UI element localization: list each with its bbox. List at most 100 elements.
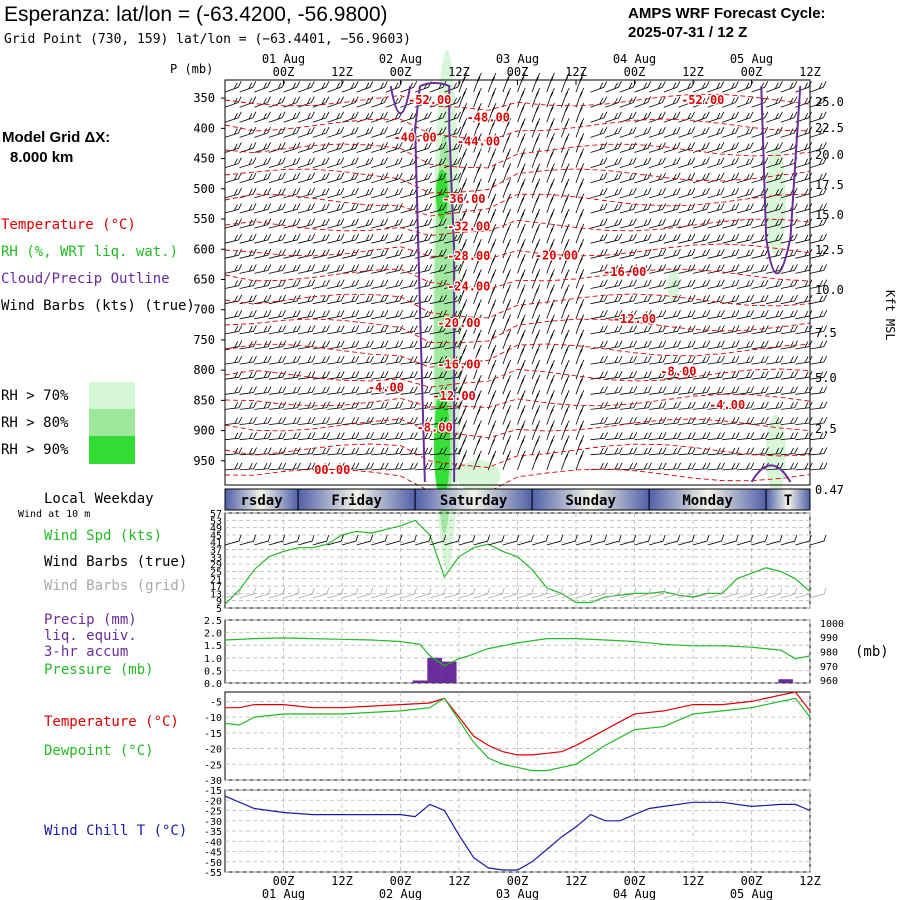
windchill-panel-ytick-label: -15 [204,786,222,797]
wind-barb [546,239,555,259]
p-tick-label: 950 [193,454,215,468]
p-tick-label: 750 [193,333,215,347]
precip-panel-ytick-label: 1.5 [204,641,222,652]
wind-barb [766,416,784,425]
wind-barb [239,447,257,456]
wind-barb [780,447,799,456]
wind-barb [327,111,344,123]
wind-barb [268,233,286,244]
wind-panel-ytick-label: 57 [210,509,222,520]
wind-barb [283,340,301,350]
wind-barb [371,447,389,456]
wind-barb [458,148,468,168]
temperature-contour-label: -4.00 [368,381,404,395]
wind-barb [561,254,570,274]
wind-barb [590,371,608,380]
wind-barb [400,187,418,199]
windchill-panel-ytick-label: -45 [204,848,222,859]
wind-barb [283,386,301,395]
label-pressure-unit: (mb) [855,644,889,660]
wind-barb [809,233,827,244]
wind-barb [531,178,541,199]
wind-barb [605,416,623,425]
wind-barb [605,264,623,274]
wind-barb [502,118,512,138]
temperature-contour-label: -20.00 [535,248,578,262]
temperature-contour [224,193,811,217]
wind-barb [663,157,681,168]
wind-barb [780,248,798,259]
grid-wind-barb [619,587,637,599]
wind-barb [736,416,755,425]
wind-barb [692,432,711,441]
grid-wind-barb [766,587,783,599]
wind-barb [605,96,622,108]
wind-barb [780,310,798,320]
wind-barb [385,416,404,425]
grid-wind-barb [575,587,593,599]
wind-barb [795,386,813,395]
temperature-contour-label: -16.00 [603,265,646,279]
wind-barb [575,178,585,199]
wind-barb [809,203,827,214]
bottom-hour-label: 00Z [741,874,763,888]
wind-barb [473,269,482,289]
wind-barb [780,416,799,425]
wind-barb [473,87,482,108]
wind-barb [561,435,570,455]
wind-barb [575,314,585,335]
temp-panel-ytick-label: -15 [204,729,222,740]
label-dewpoint: Dewpoint (°C) [44,743,154,759]
wind-barb [619,447,638,456]
wind-barb [809,126,827,138]
wind-chill-line [224,795,811,871]
wind-barb [429,447,448,456]
wind-barb [531,359,541,380]
wind-barb [254,172,272,184]
wind-barb [766,233,784,244]
wind-barb [224,416,243,425]
wind-barb [649,386,667,395]
wind-barb [268,447,287,456]
wind-barb [356,447,374,456]
grid-wind-barb [649,587,666,599]
wind-barb [531,223,541,244]
wind-barb [254,310,272,320]
wind-barb [224,264,243,274]
wind-barb [736,294,754,305]
wind-barb [795,248,813,259]
wind-barb [531,435,541,455]
height-tick-label: 12.5 [815,243,844,257]
height-tick-label: 0.47 [815,483,844,497]
wind-barb [634,432,652,441]
top-date-label: 03 Aug [496,52,539,66]
wind-barb [239,126,257,138]
wind-barb [648,157,666,168]
wind-barb [575,299,585,319]
wind-barb [298,355,316,365]
wind-barb [795,401,813,410]
wind-barb [517,103,526,123]
wind-barb [254,279,272,289]
wind-barb [619,203,637,214]
wind-barb [224,355,243,365]
temperature-contour-label: -8.00 [660,364,696,378]
wind-barb [517,254,526,274]
wind-barb [400,310,418,320]
temperature-contour-label: -12.00 [432,389,475,403]
wind-barb [327,172,345,184]
wind-barb [575,133,585,153]
wind-barb [254,432,272,441]
wind-barb [224,218,242,229]
wind-barb [371,264,389,274]
grid-wind-barb [809,587,827,599]
weekday-label: rsday [240,493,283,509]
temperature-contour [224,368,811,388]
wind-barb [371,371,389,380]
wind-barb [561,405,570,425]
wind-barb [619,264,637,274]
grid-wind-barb [429,587,447,599]
wind-barb [692,248,710,259]
wind-barb [765,126,783,138]
wind-barb [809,142,827,153]
